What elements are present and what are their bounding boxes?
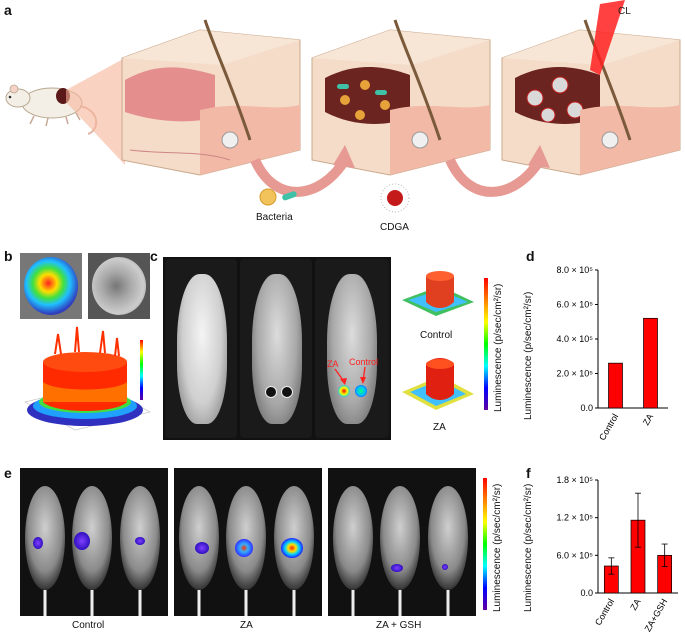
panel-c-colorbar-label: Luminescence (p/sec/cm²/sr): [493, 283, 504, 412]
chart-f-ylabel: Luminescence (p/sec/cm²/sr): [523, 483, 534, 612]
control-arrow-label: Control: [349, 357, 379, 367]
y-tick-label: 1.8 × 10⁵: [556, 475, 593, 485]
cl-light-beam: [590, 0, 625, 75]
petri-grayscale-image: [88, 253, 150, 319]
mouse-photo-bright: [165, 259, 237, 438]
cdga-nanoparticle-icon: [380, 183, 410, 213]
skin-block-2: [311, 19, 491, 176]
bacteria-label: Bacteria: [256, 212, 293, 223]
x-tick-label: Control: [597, 412, 620, 442]
arrow-1: [250, 157, 350, 197]
panel-e-colorbar-label: Luminescence (p/sec/cm²/sr): [492, 483, 503, 612]
petri-3d-surface: [24, 326, 151, 431]
za-arrow-label: ZA: [327, 359, 339, 369]
panel-e-colorbar: [483, 478, 487, 610]
petri-heatmap-image: [20, 253, 82, 319]
chart-f: 0.0 6.0 × 10⁵ 1.2 × 10⁵ 1.8 × 10⁵ Control ZA Z…: [556, 475, 678, 632]
y-tick-label: 4.0 × 10⁵: [556, 334, 593, 344]
y-tick-label: 1.2 × 10⁵: [556, 513, 593, 523]
group-label-za: ZA: [240, 620, 253, 631]
control-3d-surface: [402, 271, 474, 316]
bar-za: [643, 317, 658, 409]
panel-e-mice-overlay: [25, 486, 468, 616]
mouse-image-strip: [163, 257, 391, 440]
panel-a-illustration: [5, 0, 681, 213]
group-label-za-gsh: ZA + GSH: [376, 620, 422, 631]
x-tick-label: ZA: [641, 412, 655, 427]
y-tick-label: 8.0 × 10⁵: [556, 265, 593, 275]
panel-c-arrows: [334, 366, 366, 385]
group-label-control: Control: [72, 620, 105, 631]
skin-block-3: [501, 0, 681, 176]
mouse-photo-overlay: [315, 259, 389, 438]
y-tick-label: 6.0 × 10⁵: [556, 550, 593, 560]
bacteria-icon: [259, 188, 277, 206]
panel-letter-e: e: [4, 465, 12, 481]
panel-letter-d: d: [526, 248, 535, 264]
za-surface-label: ZA: [433, 422, 446, 433]
x-tick-label: ZA: [628, 597, 642, 612]
x-tick-label: Control: [593, 597, 616, 627]
y-tick-label: 0.0: [580, 403, 593, 413]
za-3d-surface: [402, 358, 474, 410]
panel-letter-b: b: [4, 248, 13, 264]
cl-label: CL: [618, 6, 631, 17]
chart-d: 0.0 2.0 × 10⁵ 4.0 × 10⁵ 6.0 × 10⁵ 8.0 × 10⁵ C…: [556, 265, 668, 442]
panel-b-colorbar: [140, 340, 143, 400]
x-tick-label: ZA+GSH: [643, 597, 670, 632]
mouse-photo-gray: [240, 259, 312, 438]
control-surface-label: Control: [420, 330, 453, 341]
y-tick-label: 6.0 × 10⁵: [556, 300, 593, 310]
y-tick-label: 2.0 × 10⁵: [556, 369, 593, 379]
panel-letter-c: c: [150, 248, 158, 264]
bar-control: [608, 362, 623, 409]
panel-c-colorbar: [484, 278, 488, 410]
y-tick-label: 0.0: [580, 588, 593, 598]
zoom-cone: [66, 58, 125, 165]
skin-block-1: [121, 19, 301, 176]
arrow-2: [445, 157, 545, 197]
chart-d-ylabel: Luminescence (p/sec/cm²/sr): [523, 291, 534, 420]
panel-letter-f: f: [526, 465, 531, 481]
panel-letter-a: a: [4, 2, 12, 18]
cdga-label: CDGA: [380, 222, 409, 233]
